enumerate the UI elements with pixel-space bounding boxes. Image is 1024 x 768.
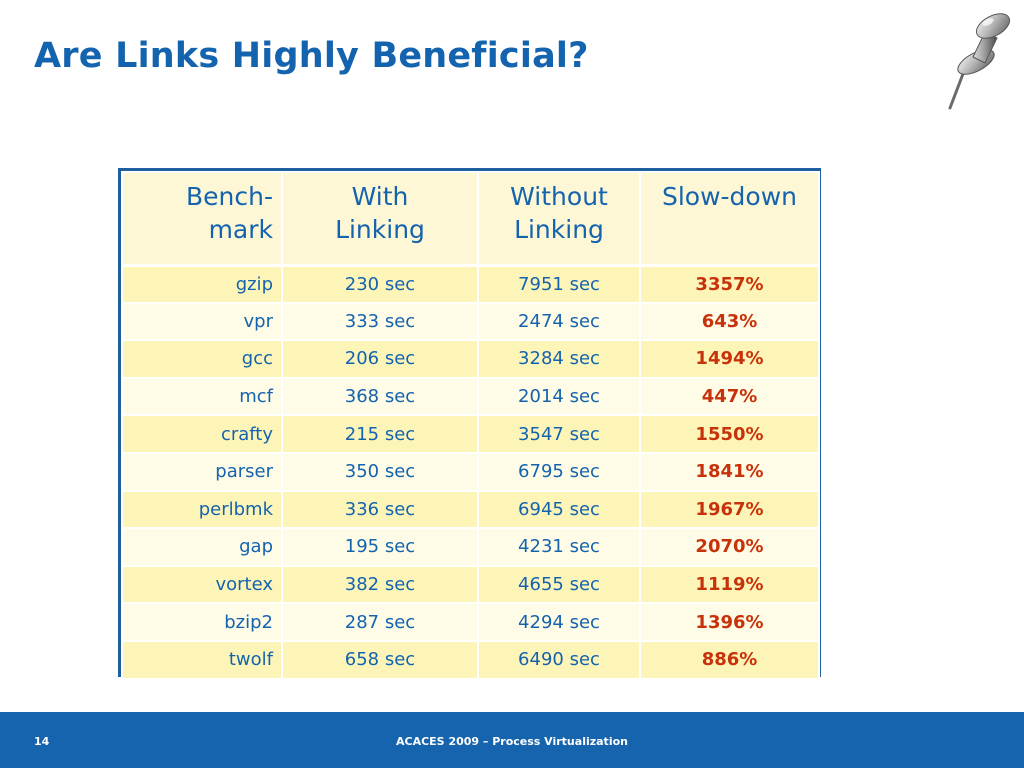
- cell-without-linking: 4231 sec: [477, 527, 641, 567]
- cell-slowdown: 1396%: [639, 602, 820, 642]
- cell-benchmark: mcf: [121, 376, 283, 417]
- cell-without-linking: 4294 sec: [477, 602, 641, 642]
- table-row: twolf 658 sec 6490 sec 886%: [121, 639, 820, 680]
- cell-with-linking: 287 sec: [281, 602, 479, 642]
- cell-without-linking: 6945 sec: [477, 489, 641, 530]
- cell-slowdown: 1967%: [639, 489, 820, 530]
- header-slowdown: Slow-down: [639, 171, 820, 266]
- cell-with-linking: 336 sec: [281, 489, 479, 530]
- cell-benchmark: crafty: [121, 414, 283, 454]
- header-with-linking: With Linking: [281, 171, 479, 266]
- cell-benchmark: parser: [121, 451, 283, 492]
- cell-benchmark: perlbmk: [121, 489, 283, 530]
- page-number: 14: [34, 735, 50, 748]
- table-row: mcf 368 sec 2014 sec 447%: [121, 376, 820, 417]
- slide-title: Are Links Highly Beneficial?: [34, 36, 589, 76]
- cell-without-linking: 3284 sec: [477, 339, 641, 379]
- cell-benchmark: gzip: [121, 263, 283, 304]
- cell-slowdown: 1841%: [639, 451, 820, 492]
- cell-with-linking: 195 sec: [281, 527, 479, 567]
- cell-without-linking: 2014 sec: [477, 376, 641, 417]
- pushpin-icon: [948, 13, 1011, 110]
- header-benchmark: Bench- mark: [121, 171, 283, 266]
- slide-footer: 14 ACACES 2009 – Process Virtualization: [0, 712, 1024, 768]
- cell-slowdown: 886%: [639, 639, 820, 680]
- table-row: gap 195 sec 4231 sec 2070%: [121, 527, 820, 567]
- cell-benchmark: gap: [121, 527, 283, 567]
- cell-without-linking: 4655 sec: [477, 564, 641, 605]
- table-row: crafty 215 sec 3547 sec 1550%: [121, 414, 820, 454]
- cell-without-linking: 6490 sec: [477, 639, 641, 680]
- benchmark-table-grid: Bench- mark With Linking Without Linking…: [121, 171, 820, 680]
- cell-with-linking: 206 sec: [281, 339, 479, 379]
- footer-text: ACACES 2009 – Process Virtualization: [396, 735, 628, 748]
- cell-slowdown: 1494%: [639, 339, 820, 379]
- cell-benchmark: twolf: [121, 639, 283, 680]
- table-row: bzip2 287 sec 4294 sec 1396%: [121, 602, 820, 642]
- cell-with-linking: 215 sec: [281, 414, 479, 454]
- cell-slowdown: 1550%: [639, 414, 820, 454]
- table-row: gcc 206 sec 3284 sec 1494%: [121, 339, 820, 379]
- cell-slowdown: 2070%: [639, 527, 820, 567]
- cell-with-linking: 382 sec: [281, 564, 479, 605]
- table-row: vortex 382 sec 4655 sec 1119%: [121, 564, 820, 605]
- table-row: vpr 333 sec 2474 sec 643%: [121, 301, 820, 342]
- cell-with-linking: 230 sec: [281, 263, 479, 304]
- table-row: perlbmk 336 sec 6945 sec 1967%: [121, 489, 820, 530]
- cell-slowdown: 3357%: [639, 263, 820, 304]
- cell-without-linking: 7951 sec: [477, 263, 641, 304]
- cell-benchmark: gcc: [121, 339, 283, 379]
- cell-slowdown: 1119%: [639, 564, 820, 605]
- table-header-row: Bench- mark With Linking Without Linking…: [121, 171, 820, 266]
- table-row: gzip 230 sec 7951 sec 3357%: [121, 263, 820, 304]
- header-without-linking: Without Linking: [477, 171, 641, 266]
- cell-without-linking: 6795 sec: [477, 451, 641, 492]
- cell-with-linking: 333 sec: [281, 301, 479, 342]
- cell-with-linking: 658 sec: [281, 639, 479, 680]
- cell-benchmark: vortex: [121, 564, 283, 605]
- cell-with-linking: 368 sec: [281, 376, 479, 417]
- cell-benchmark: bzip2: [121, 602, 283, 642]
- table-row: parser 350 sec 6795 sec 1841%: [121, 451, 820, 492]
- cell-slowdown: 643%: [639, 301, 820, 342]
- cell-slowdown: 447%: [639, 376, 820, 417]
- cell-with-linking: 350 sec: [281, 451, 479, 492]
- cell-without-linking: 2474 sec: [477, 301, 641, 342]
- cell-without-linking: 3547 sec: [477, 414, 641, 454]
- benchmark-table: Bench- mark With Linking Without Linking…: [118, 168, 821, 680]
- cell-benchmark: vpr: [121, 301, 283, 342]
